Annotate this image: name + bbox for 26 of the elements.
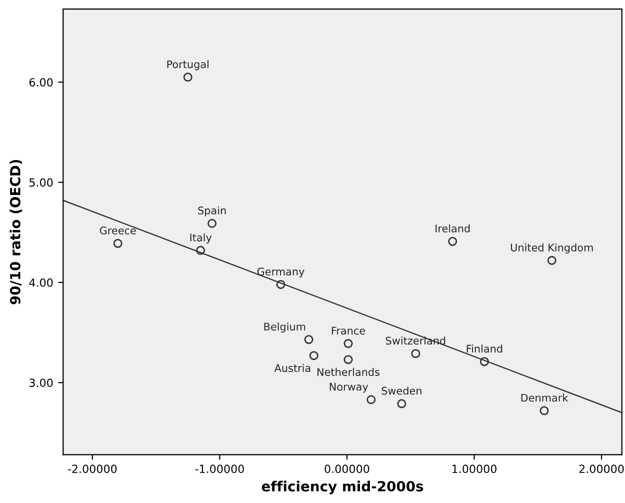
x-tick-label: 1.00000 <box>452 464 496 474</box>
y-tick-label: 4.00 <box>29 278 53 287</box>
annotation: Germany <box>257 268 304 278</box>
y-axis-title: 90/10 ratio (OECD) <box>10 160 22 304</box>
annotation: France <box>332 326 365 335</box>
annotation: Finland <box>466 344 502 353</box>
annotation: Norway <box>330 382 368 393</box>
annotation: Italy <box>190 233 212 244</box>
annotation: United Kingdom <box>510 243 593 254</box>
x-tick-label: 0.00000 <box>324 464 370 474</box>
annotation: Greece <box>100 226 136 234</box>
annotation: Denmark <box>521 394 568 402</box>
y-tick-label: 6.00 <box>29 78 53 87</box>
annotation: Ireland <box>436 224 470 232</box>
x-tick-label: -1.00000 <box>195 464 244 474</box>
y-tick-label: 5.00 <box>30 178 53 187</box>
x-tick-label: -2.00000 <box>68 464 117 474</box>
y-tick-label: 3.00 <box>30 378 53 387</box>
annotation: Sweden <box>382 386 422 395</box>
x-tick-label: 2.00000 <box>579 464 624 474</box>
annotation: Belgium <box>264 322 306 333</box>
annotation: Netherlands <box>318 368 380 376</box>
annotation: Austria <box>274 364 310 372</box>
x-axis-title: efficiency mid-2000s <box>262 480 424 494</box>
annotation: Portugal <box>167 60 208 70</box>
annotation: Spain <box>198 206 226 216</box>
